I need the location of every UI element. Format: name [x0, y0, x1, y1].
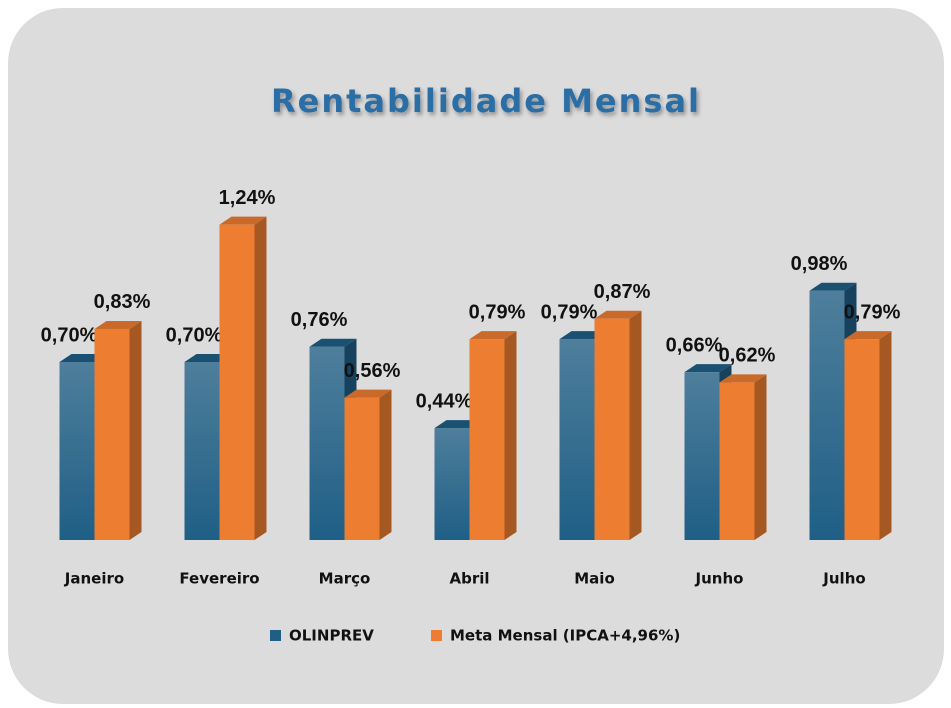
data-label: 0,44% — [416, 390, 473, 412]
bar — [559, 339, 595, 540]
chart-title: Rentabilidade Mensal — [271, 82, 701, 120]
bar-top — [309, 338, 357, 347]
bar — [594, 318, 630, 540]
legend-label: Meta Mensal (IPCA+4,96%) — [450, 627, 680, 645]
bar — [844, 339, 880, 540]
bar-top — [719, 374, 767, 383]
legend-swatch — [270, 630, 281, 641]
data-label: 0,79% — [541, 301, 598, 323]
data-label: 0,66% — [666, 334, 723, 356]
bar — [94, 328, 130, 540]
data-label: 0,62% — [719, 345, 776, 367]
bar — [219, 224, 255, 540]
data-label: 0,79% — [469, 301, 526, 323]
x-tick-label: Maio — [574, 570, 615, 588]
bar-top — [219, 216, 267, 225]
x-tick-label: Julho — [822, 570, 865, 588]
bar-top — [844, 331, 892, 340]
bar-top — [684, 364, 732, 373]
bar-side — [879, 331, 892, 540]
bar — [684, 372, 720, 540]
bar — [344, 397, 380, 540]
bar-top — [344, 389, 392, 398]
data-label: 0,76% — [291, 309, 348, 331]
bar — [809, 290, 845, 540]
bar-top — [469, 331, 517, 340]
bar — [434, 428, 470, 540]
bar — [184, 362, 220, 540]
data-label: 0,98% — [791, 253, 848, 275]
bar-top — [94, 320, 142, 329]
data-label: 1,24% — [219, 187, 276, 209]
x-tick-label: Janeiro — [64, 570, 124, 588]
x-tick-label: Março — [319, 570, 371, 588]
bar-side — [254, 216, 267, 540]
bar-side — [379, 389, 392, 540]
legend-swatch — [431, 630, 442, 641]
data-label: 0,79% — [844, 301, 901, 323]
data-label: 0,56% — [344, 360, 401, 382]
x-tick-label: Abril — [449, 570, 489, 588]
bar — [309, 346, 345, 540]
x-tick-label: Junho — [695, 570, 744, 588]
bar-side — [129, 320, 142, 540]
data-label: 0,70% — [166, 324, 223, 346]
legend-label: OLINPREV — [289, 627, 374, 645]
data-label: 0,83% — [94, 291, 151, 313]
data-label: 0,87% — [594, 281, 651, 303]
bar-side — [754, 374, 767, 540]
bar-side — [629, 310, 642, 540]
bar-side — [504, 331, 517, 540]
bar — [469, 339, 505, 540]
x-tick-label: Fevereiro — [179, 570, 259, 588]
bar-top — [594, 310, 642, 319]
bar — [719, 382, 755, 540]
bar — [59, 362, 95, 540]
data-label: 0,70% — [41, 324, 98, 346]
bar-top — [809, 282, 857, 291]
